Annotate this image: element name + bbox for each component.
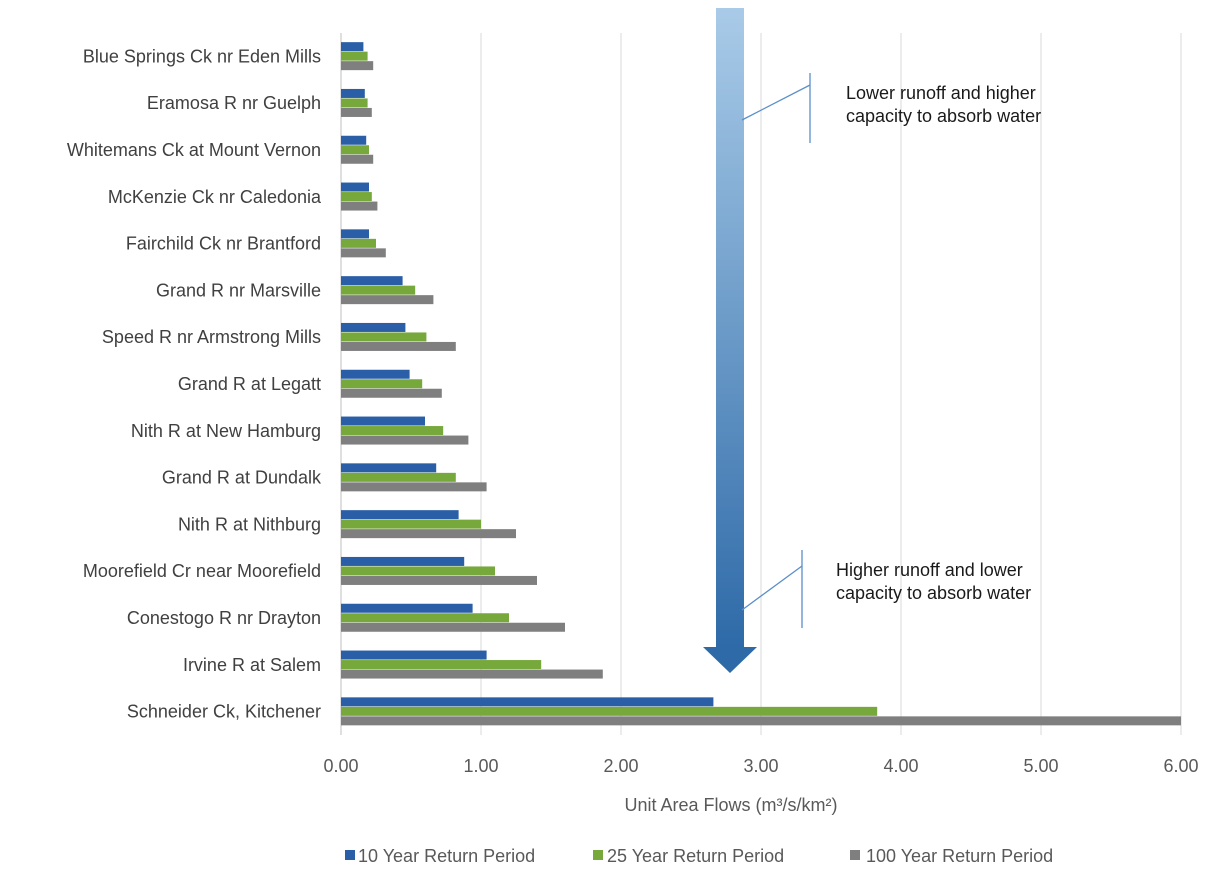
bar-10yr (341, 88, 365, 98)
annotation-top-line1: Lower runoff and higher (846, 83, 1036, 103)
annotation-bottom-line2: capacity to absorb water (836, 583, 1031, 603)
bar-100yr (341, 295, 434, 305)
bar-10yr (341, 556, 465, 566)
bar-10yr (341, 276, 403, 286)
bar-10yr (341, 182, 369, 192)
x-axis-title: Unit Area Flows (m³/s/km²) (624, 795, 837, 815)
x-tick-label: 6.00 (1163, 756, 1198, 776)
category-label: Grand R nr Marsville (156, 280, 321, 300)
bar-10yr (341, 510, 459, 520)
bar-100yr (341, 529, 516, 539)
bar-100yr (341, 61, 374, 71)
category-label: Nith R at Nithburg (178, 514, 321, 534)
bar-10yr (341, 135, 367, 145)
bar-25yr (341, 285, 416, 295)
bar-25yr (341, 192, 372, 202)
x-tick-label: 2.00 (603, 756, 638, 776)
bar-25yr (341, 332, 427, 342)
bar-10yr (341, 416, 425, 426)
legend: 10 Year Return Period 25 Year Return Per… (345, 846, 1053, 866)
bar-10yr (341, 697, 714, 707)
bar-10yr (341, 463, 437, 473)
bar-100yr (341, 388, 442, 398)
bar-10yr (341, 369, 410, 379)
legend-swatch-100yr (850, 850, 860, 860)
category-labels: Blue Springs Ck nr Eden Mills Eramosa R n… (67, 46, 322, 721)
bar-10yr (341, 603, 473, 613)
category-label: Grand R at Dundalk (162, 468, 322, 488)
bars (341, 42, 1181, 726)
bar-25yr (341, 379, 423, 389)
bar-25yr (341, 472, 456, 482)
category-label: Fairchild Ck nr Brantford (126, 234, 321, 254)
category-label: Schneider Ck, Kitchener (127, 702, 321, 722)
bar-100yr (341, 201, 378, 211)
bar-25yr (341, 566, 495, 576)
bar-25yr (341, 519, 481, 529)
runoff-arrow (703, 8, 757, 673)
category-label: Conestogo R nr Drayton (127, 608, 321, 628)
bar-10yr (341, 229, 369, 239)
category-label: Eramosa R nr Guelph (147, 93, 321, 113)
category-label: Whitemans Ck at Mount Vernon (67, 140, 321, 160)
legend-swatch-10yr (345, 850, 355, 860)
annotation-top: Lower runoff and higher capacity to abso… (846, 83, 1041, 126)
bar-100yr (341, 107, 372, 117)
bar-100yr (341, 575, 537, 585)
bar-25yr (341, 613, 509, 623)
bar-100yr (341, 154, 374, 164)
bar-100yr (341, 669, 603, 679)
bar-25yr (341, 98, 368, 108)
x-tick-label: 3.00 (743, 756, 778, 776)
bar-100yr (341, 248, 386, 258)
legend-label-10yr: 10 Year Return Period (358, 846, 535, 866)
category-label: Speed R nr Armstrong Mills (102, 327, 321, 347)
bar-100yr (341, 622, 565, 632)
bar-25yr (341, 51, 368, 61)
category-label: Grand R at Legatt (178, 374, 321, 394)
bar-100yr (341, 435, 469, 445)
category-label: Nith R at New Hamburg (131, 421, 321, 441)
arrow-shaft (716, 8, 744, 648)
annotation-bottom: Higher runoff and lower capacity to abso… (836, 560, 1031, 603)
legend-swatch-25yr (593, 850, 603, 860)
bar-100yr (341, 341, 456, 351)
x-tick-label: 5.00 (1023, 756, 1058, 776)
annotation-top-line2: capacity to absorb water (846, 106, 1041, 126)
bar-25yr (341, 426, 444, 436)
bar-100yr (341, 482, 487, 492)
annotation-bottom-line1: Higher runoff and lower (836, 560, 1023, 580)
bar-25yr (341, 706, 878, 716)
x-tick-labels: 0.00 1.00 2.00 3.00 4.00 5.00 6.00 (323, 756, 1198, 776)
bar-10yr (341, 650, 487, 660)
category-label: Irvine R at Salem (183, 655, 321, 675)
callout-top (741, 73, 811, 143)
category-label: Moorefield Cr near Moorefield (83, 561, 321, 581)
category-label: Blue Springs Ck nr Eden Mills (83, 46, 321, 66)
x-tick-label: 1.00 (463, 756, 498, 776)
bar-25yr (341, 145, 369, 155)
legend-label-25yr: 25 Year Return Period (607, 846, 784, 866)
bar-100yr (341, 716, 1181, 726)
legend-label-100yr: 100 Year Return Period (866, 846, 1053, 866)
bar-10yr (341, 42, 364, 52)
category-label: McKenzie Ck nr Caledonia (108, 187, 322, 207)
x-tick-label: 4.00 (883, 756, 918, 776)
bar-10yr (341, 322, 406, 332)
bar-25yr (341, 238, 376, 248)
x-tick-label: 0.00 (323, 756, 358, 776)
arrow-head (703, 647, 757, 673)
callout-bottom (741, 550, 803, 628)
bar-25yr (341, 660, 542, 670)
